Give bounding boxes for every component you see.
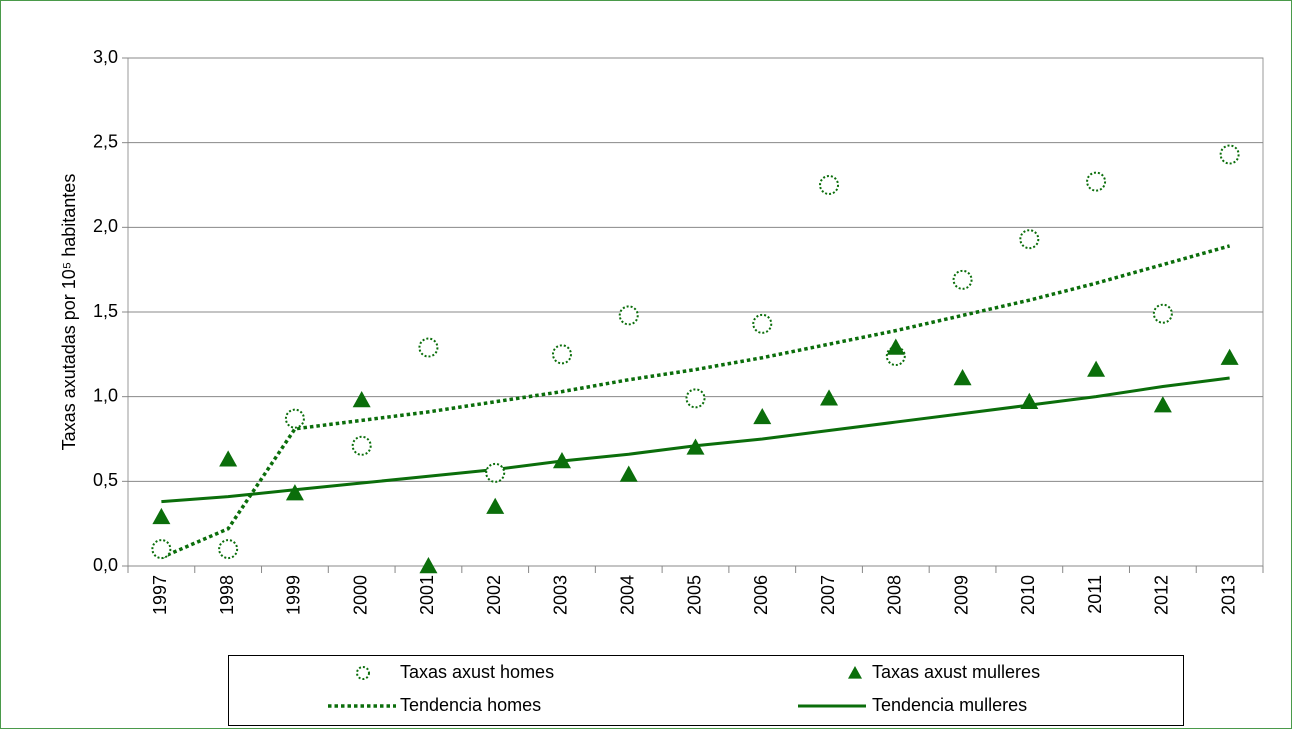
legend-box xyxy=(228,655,1184,726)
legend-label: Taxas axust mulleres xyxy=(872,662,1040,682)
x-tick-label: 2009 xyxy=(951,575,971,615)
data-point xyxy=(752,313,773,334)
data-point xyxy=(1219,144,1240,165)
x-tick-label: 2002 xyxy=(484,575,504,615)
data-point xyxy=(151,539,172,560)
data-point xyxy=(285,484,304,501)
x-tick-label: 2012 xyxy=(1152,575,1172,615)
data-point xyxy=(485,462,506,483)
y-tick-label: 2,5 xyxy=(93,131,118,151)
data-point xyxy=(552,452,571,469)
data-point xyxy=(352,391,371,408)
data-point xyxy=(820,389,839,406)
data-point xyxy=(819,175,840,195)
data-point xyxy=(619,465,638,482)
x-tick-label: 2005 xyxy=(684,575,704,615)
data-point xyxy=(1019,229,1040,250)
data-point xyxy=(1153,396,1172,413)
data-point xyxy=(953,369,972,386)
data-point xyxy=(1087,360,1106,377)
x-tick-label: 2008 xyxy=(885,575,905,615)
data-point xyxy=(284,408,305,429)
x-tick-label: 2004 xyxy=(617,575,637,615)
data-point xyxy=(551,344,572,365)
y-tick-label: 3,0 xyxy=(93,47,118,67)
legend-marker xyxy=(356,666,370,680)
x-tick-label: 2013 xyxy=(1218,575,1238,615)
y-axis-label: Taxas axutadas por 10⁵ habitantes xyxy=(59,174,79,451)
x-tick-label: 1998 xyxy=(217,575,237,615)
y-tick-label: 2,0 xyxy=(93,216,118,236)
y-tick-label: 0,0 xyxy=(93,555,118,575)
data-point xyxy=(218,539,239,560)
data-point xyxy=(686,438,705,455)
data-point xyxy=(219,450,238,467)
legend-label: Taxas axust homes xyxy=(400,662,554,682)
data-point xyxy=(152,507,171,525)
x-tick-label: 2001 xyxy=(417,575,437,615)
data-point xyxy=(419,557,438,574)
data-point xyxy=(685,388,706,409)
data-point xyxy=(886,338,905,355)
legend-label: Tendencia mulleres xyxy=(872,695,1027,715)
x-tick-label: 2010 xyxy=(1018,575,1038,615)
data-point xyxy=(486,497,505,514)
x-tick-label: 2003 xyxy=(551,575,571,615)
x-tick-label: 2006 xyxy=(751,575,771,615)
y-tick-label: 1,0 xyxy=(93,385,118,405)
data-point xyxy=(1152,303,1173,324)
legend-marker xyxy=(848,666,862,679)
legend-label: Tendencia homes xyxy=(400,695,541,715)
x-tick-label: 2011 xyxy=(1085,575,1105,614)
data-point xyxy=(1220,348,1239,365)
data-point xyxy=(952,269,973,290)
data-point xyxy=(351,435,372,456)
data-point xyxy=(618,305,639,326)
data-point xyxy=(1020,392,1039,409)
y-tick-label: 1,5 xyxy=(93,301,118,321)
x-tick-label: 2000 xyxy=(350,575,370,615)
data-point xyxy=(753,407,772,425)
x-tick-label: 1997 xyxy=(150,575,170,615)
data-point xyxy=(418,337,439,358)
x-tick-label: 1999 xyxy=(284,575,304,615)
y-tick-label: 0,5 xyxy=(93,470,118,490)
x-tick-label: 2007 xyxy=(818,575,838,615)
data-point xyxy=(1086,171,1107,192)
